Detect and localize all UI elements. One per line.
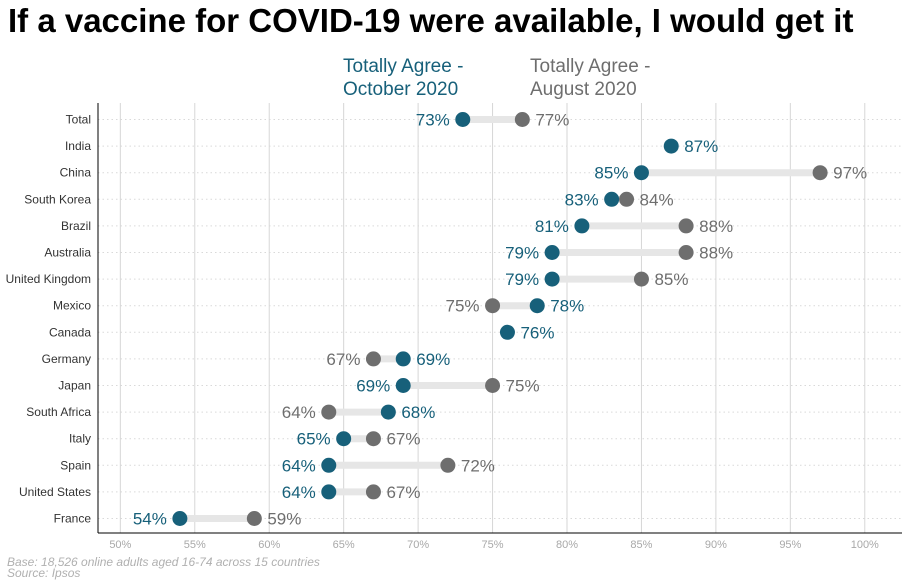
data-label-aug: 75% <box>506 377 540 396</box>
x-tick-label: 60% <box>258 539 280 550</box>
x-tick-label: 50% <box>109 539 131 550</box>
point-oct <box>633 165 649 181</box>
point-oct <box>321 457 337 473</box>
data-label-oct: 85% <box>594 164 628 183</box>
data-label-aug: 88% <box>699 217 733 236</box>
point-oct <box>544 245 560 260</box>
data-label-oct: 65% <box>297 430 331 449</box>
x-tick-label: 80% <box>556 539 578 550</box>
y-tick-label: Brazil <box>61 219 91 233</box>
y-tick-label: Total <box>66 113 91 127</box>
data-label-oct: 64% <box>282 456 316 475</box>
point-oct <box>529 298 545 314</box>
y-tick-label: China <box>60 166 92 180</box>
data-label-oct: 81% <box>535 217 569 236</box>
data-label-aug: 67% <box>386 430 420 449</box>
data-label-aug: 75% <box>446 297 480 316</box>
point-oct <box>499 324 515 340</box>
point-oct <box>604 191 620 207</box>
data-label-oct: 69% <box>356 377 390 396</box>
point-oct <box>172 511 188 526</box>
y-tick-label: South Africa <box>26 405 91 419</box>
chart-title: If a vaccine for COVID-19 were available… <box>8 2 854 39</box>
y-tick-label: United States <box>19 485 91 499</box>
point-oct <box>395 378 411 393</box>
point-aug <box>678 245 694 260</box>
x-tick-label: 65% <box>333 539 355 550</box>
x-tick-label: 85% <box>630 539 652 550</box>
data-label-aug: 84% <box>640 190 674 209</box>
point-aug <box>365 484 381 500</box>
data-label-aug: 59% <box>267 510 301 529</box>
point-aug <box>619 191 635 207</box>
data-label-oct: 68% <box>401 403 435 422</box>
data-label-aug: 67% <box>386 483 420 502</box>
point-oct <box>455 112 471 127</box>
data-label-aug: 97% <box>833 164 867 183</box>
data-label-aug: 85% <box>654 270 688 289</box>
point-oct <box>380 404 396 420</box>
x-tick-label: 100% <box>851 539 879 550</box>
data-label-oct: 64% <box>282 483 316 502</box>
point-aug <box>365 431 381 447</box>
x-tick-label: 95% <box>779 539 801 550</box>
y-tick-label: France <box>54 512 92 526</box>
data-label-oct: 78% <box>550 297 584 316</box>
point-aug <box>440 457 456 473</box>
point-aug <box>365 351 381 367</box>
x-tick-label: 90% <box>705 539 727 550</box>
y-tick-label: Italy <box>69 432 91 446</box>
footnote-source: Source: Ipsos <box>7 566 81 580</box>
legend-august-2020: Totally Agree - August 2020 <box>530 56 651 100</box>
y-tick-label: Canada <box>49 325 91 339</box>
data-label-oct: 54% <box>133 510 167 529</box>
y-tick-label: South Korea <box>24 192 91 206</box>
point-oct <box>574 218 590 234</box>
data-label-aug: 72% <box>461 456 495 475</box>
dumbbell-chart: 50% 55% 60% 65% 70% 75% 80% 85% 90% 95% 100% Total 7… <box>6 103 902 550</box>
y-tick-label: Spain <box>60 458 91 472</box>
y-tick-label: India <box>65 139 91 153</box>
point-aug <box>485 378 501 393</box>
data-label-oct: 79% <box>505 270 539 289</box>
point-oct <box>663 138 679 154</box>
footnote-base: Base: 18,526 online adults aged 16-74 ac… <box>7 555 320 569</box>
y-tick-label: Australia <box>44 246 91 260</box>
point-aug <box>514 112 530 127</box>
point-aug <box>678 218 694 234</box>
data-label-oct: 73% <box>416 111 450 130</box>
data-label-oct: 69% <box>416 350 450 369</box>
point-oct <box>336 431 352 447</box>
y-tick-label: United Kingdom <box>6 272 91 286</box>
point-oct <box>321 484 337 500</box>
point-oct <box>395 351 411 367</box>
point-aug <box>485 298 501 314</box>
x-tick-label: 75% <box>482 539 504 550</box>
x-tick-label: 55% <box>184 539 206 550</box>
point-aug <box>812 165 828 181</box>
legend-october-2020: Totally Agree - October 2020 <box>343 56 464 100</box>
y-tick-label: Mexico <box>53 299 91 313</box>
data-label-aug: 64% <box>282 403 316 422</box>
point-aug <box>633 271 649 287</box>
data-label-oct: 87% <box>684 137 718 156</box>
x-tick-label: 70% <box>407 539 429 550</box>
point-aug <box>246 511 262 526</box>
y-tick-label: Japan <box>58 379 91 393</box>
data-label-oct: 83% <box>565 190 599 209</box>
data-label-aug: 67% <box>326 350 360 369</box>
data-label-aug: 88% <box>699 244 733 263</box>
point-aug <box>321 404 337 420</box>
data-label-oct: 79% <box>505 244 539 263</box>
y-tick-label: Germany <box>42 352 91 366</box>
point-oct <box>544 271 560 287</box>
data-label-oct: 76% <box>520 323 554 342</box>
data-label-aug: 77% <box>535 111 569 130</box>
